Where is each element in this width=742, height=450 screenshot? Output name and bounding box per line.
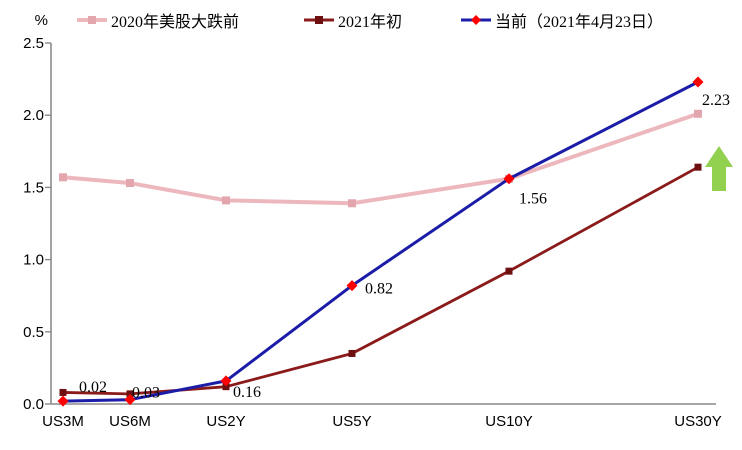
data-label: 0.16 (233, 384, 261, 401)
legend-line-square-icon (304, 16, 334, 24)
x-axis-label: US6M (109, 413, 151, 430)
y-tick-label: 0.5 (23, 324, 44, 341)
y-axis-unit-label: % (34, 12, 48, 29)
x-axis-label: US5Y (332, 413, 371, 430)
series-line-1[interactable] (61, 165, 700, 396)
y-tick-label: 1.0 (23, 252, 44, 269)
legend-label: 2021年初 (338, 14, 403, 31)
data-point-marker[interactable] (694, 163, 702, 171)
data-label: 0.02 (79, 379, 107, 396)
x-axis-label: US10Y (485, 413, 533, 430)
legend-label: 2020年美股大跌前 (111, 14, 240, 31)
data-point-marker[interactable] (126, 390, 134, 398)
data-point-marker[interactable] (694, 109, 702, 118)
y-tick-label: 1.5 (23, 179, 44, 196)
legend-line-diamond-icon (461, 15, 491, 25)
data-point-marker[interactable] (124, 394, 136, 406)
data-point-marker[interactable] (222, 196, 230, 205)
data-label: 2.23 (702, 92, 730, 109)
y-tick-label: 0.0 (23, 396, 44, 413)
y-tick-label: 2.5 (23, 35, 44, 52)
data-point-marker[interactable] (348, 349, 356, 357)
data-point-marker[interactable] (348, 199, 356, 208)
data-point-marker[interactable] (59, 173, 67, 182)
series-line-0[interactable] (61, 111, 700, 206)
legend-swatch-square (88, 16, 96, 24)
x-axis-label: US2Y (206, 413, 245, 430)
legend-swatch-square (315, 16, 323, 24)
data-point-marker[interactable] (505, 267, 513, 275)
x-axis-label: US3M (42, 413, 84, 430)
legend-item-early-2021[interactable]: 2021年初 (303, 10, 403, 31)
y-tick-label: 2.0 (23, 107, 44, 124)
data-point-marker[interactable] (57, 395, 69, 407)
data-point-marker[interactable] (59, 388, 67, 396)
x-axis-label: US30Y (674, 413, 722, 430)
legend-item-current[interactable]: 当前（2021年4月23日） (460, 10, 664, 31)
data-point-marker[interactable] (503, 173, 515, 185)
series-line-2[interactable] (61, 80, 700, 403)
data-point-marker[interactable] (692, 76, 704, 88)
legend-line-square-icon (77, 16, 107, 24)
data-point-marker[interactable] (222, 383, 230, 391)
data-label: 1.56 (519, 191, 547, 208)
legend-item-2020-pre-crash[interactable]: 2020年美股大跌前 (76, 10, 240, 31)
data-point-marker[interactable] (126, 179, 134, 188)
data-point-marker[interactable] (220, 375, 232, 387)
legend-swatch-diamond (471, 15, 481, 25)
data-label: 0.03 (132, 385, 160, 402)
legend-label: 当前（2021年4月23日） (495, 14, 664, 31)
data-point-marker[interactable] (346, 280, 358, 292)
up-arrow-icon (705, 146, 733, 191)
data-label: 0.82 (365, 281, 393, 298)
